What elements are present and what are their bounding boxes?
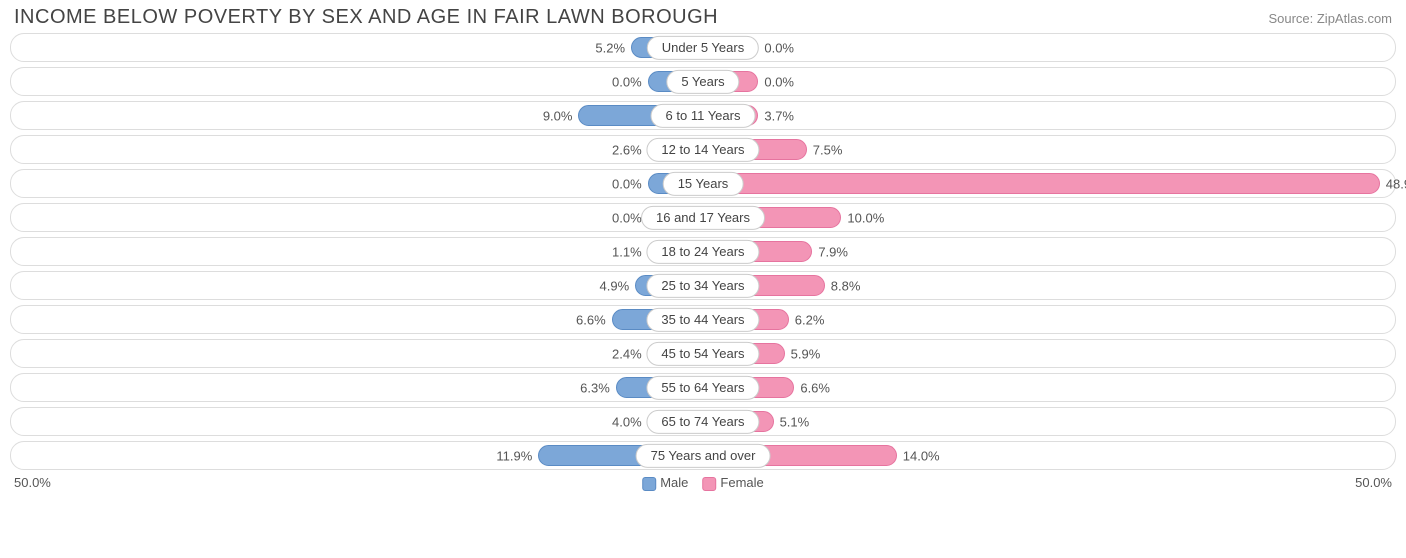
value-male: 5.2% (595, 40, 625, 55)
data-row: 2.4% 5.9% 45 to 54 Years (10, 339, 1396, 368)
data-row: 4.0% 5.1% 65 to 74 Years (10, 407, 1396, 436)
data-row: 0.0% 0.0% 5 Years (10, 67, 1396, 96)
data-row: 4.9% 8.8% 25 to 34 Years (10, 271, 1396, 300)
data-row: 0.0% 10.0% 16 and 17 Years (10, 203, 1396, 232)
data-row: 6.3% 6.6% 55 to 64 Years (10, 373, 1396, 402)
value-female: 3.7% (764, 108, 794, 123)
legend-female-label: Female (720, 475, 763, 490)
value-female: 6.6% (800, 380, 830, 395)
axis-right-label: 50.0% (1355, 475, 1392, 490)
row-label: 12 to 14 Years (646, 137, 759, 161)
value-female: 10.0% (847, 210, 884, 225)
data-row: 11.9% 14.0% 75 Years and over (10, 441, 1396, 470)
value-male: 1.1% (612, 244, 642, 259)
chart-title: INCOME BELOW POVERTY BY SEX AND AGE IN F… (14, 6, 718, 29)
value-male: 2.6% (612, 142, 642, 157)
value-male: 9.0% (543, 108, 573, 123)
chart-header: INCOME BELOW POVERTY BY SEX AND AGE IN F… (0, 0, 1406, 33)
row-label: 25 to 34 Years (646, 273, 759, 297)
axis-left-label: 50.0% (14, 475, 51, 490)
legend: Male Female (642, 475, 764, 491)
row-label: 16 and 17 Years (641, 205, 765, 229)
value-male: 6.6% (576, 312, 606, 327)
value-female: 0.0% (764, 40, 794, 55)
value-female: 7.9% (818, 244, 848, 259)
data-row: 2.6% 7.5% 12 to 14 Years (10, 135, 1396, 164)
row-label: 18 to 24 Years (646, 239, 759, 263)
row-label: 15 Years (663, 171, 744, 195)
value-male: 4.0% (612, 414, 642, 429)
value-male: 0.0% (612, 176, 642, 191)
chart-body: 5.2% 0.0% Under 5 Years 0.0% 0.0% 5 Years 9.0%… (0, 33, 1406, 470)
value-female: 5.9% (791, 346, 821, 361)
row-label: 65 to 74 Years (646, 409, 759, 433)
data-row: 9.0% 3.7% 6 to 11 Years (10, 101, 1396, 130)
data-row: 5.2% 0.0% Under 5 Years (10, 33, 1396, 62)
legend-male-swatch (642, 477, 656, 491)
value-female: 0.0% (764, 74, 794, 89)
value-male: 2.4% (612, 346, 642, 361)
data-row: 1.1% 7.9% 18 to 24 Years (10, 237, 1396, 266)
value-male: 6.3% (580, 380, 610, 395)
data-row: 0.0%48.9%15 Years (10, 169, 1396, 198)
value-female: 7.5% (813, 142, 843, 157)
row-label: 6 to 11 Years (651, 103, 756, 127)
row-label: 45 to 54 Years (646, 341, 759, 365)
legend-female: Female (702, 475, 763, 491)
value-female: 14.0% (903, 448, 940, 463)
value-male: 11.9% (496, 448, 532, 463)
row-label: 75 Years and over (636, 443, 771, 467)
legend-male-label: Male (660, 475, 688, 490)
axis-row: 50.0% Male Female 50.0% (0, 475, 1406, 490)
value-male: 4.9% (600, 278, 630, 293)
data-row: 6.6% 6.2% 35 to 44 Years (10, 305, 1396, 334)
bar-female (703, 173, 1380, 194)
legend-female-swatch (702, 477, 716, 491)
value-male: 0.0% (612, 210, 642, 225)
row-label: 5 Years (666, 69, 739, 93)
chart-source: Source: ZipAtlas.com (1268, 11, 1392, 26)
value-male: 0.0% (612, 74, 642, 89)
row-label: Under 5 Years (647, 35, 759, 59)
value-female: 48.9% (1386, 176, 1406, 191)
row-label: 55 to 64 Years (646, 375, 759, 399)
legend-male: Male (642, 475, 688, 491)
value-female: 5.1% (780, 414, 810, 429)
row-label: 35 to 44 Years (646, 307, 759, 331)
value-female: 6.2% (795, 312, 825, 327)
value-female: 8.8% (831, 278, 861, 293)
